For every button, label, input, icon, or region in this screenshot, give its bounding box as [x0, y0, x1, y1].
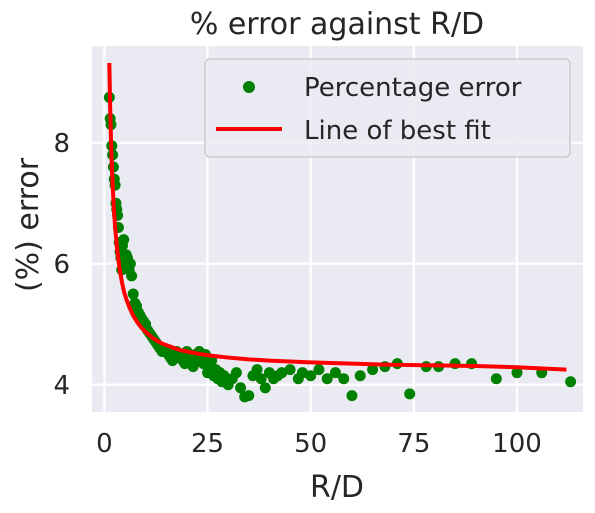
y-tick-label: 4: [53, 371, 70, 401]
scatter-point: [235, 382, 247, 394]
scatter-point: [313, 364, 325, 376]
x-axis-title: R/D: [310, 470, 364, 505]
scatter-point: [118, 234, 130, 246]
chart-title: % error against R/D: [190, 7, 484, 42]
scatter-point: [305, 370, 317, 382]
scatter-point: [404, 388, 416, 400]
scatter-point: [243, 390, 255, 402]
x-tick-label: 100: [492, 429, 542, 459]
fit-line: [107, 62, 567, 372]
legend-scatter-marker: [243, 81, 255, 93]
x-tick-label: 50: [294, 429, 327, 459]
y-tick-label: 6: [53, 250, 70, 280]
scatter-point: [230, 367, 242, 379]
x-tick-label: 75: [397, 429, 430, 459]
x-tick-label: 0: [96, 429, 113, 459]
y-tick-label: 8: [53, 129, 70, 159]
legend-label-percentage-error: Percentage error: [304, 73, 522, 103]
scatter-point: [354, 370, 366, 382]
scatter-point: [127, 288, 139, 300]
x-tick-label: 25: [191, 429, 224, 459]
y-tick-labels: 4 6 8: [53, 129, 70, 401]
scatter-point: [284, 364, 296, 376]
scatter-point: [276, 367, 288, 379]
scatter-point: [367, 364, 379, 376]
x-tick-labels: 0 25 50 75 100: [96, 429, 542, 459]
y-axis-title: (%) error: [11, 157, 46, 292]
scatter-point: [124, 258, 136, 270]
legend-label-best-fit: Line of best fit: [304, 116, 491, 146]
scatter-point: [296, 367, 308, 379]
legend: Percentage error Line of best fit: [204, 58, 571, 158]
scatter-point: [251, 364, 263, 376]
scatter-point: [565, 376, 577, 388]
scatter-point: [321, 373, 333, 385]
scatter-point: [490, 373, 502, 385]
legend-box: [204, 58, 571, 158]
scatter-point: [338, 373, 350, 385]
scatter-point: [259, 382, 271, 394]
scatter-point: [329, 367, 341, 379]
scatter-point: [126, 270, 138, 282]
scatter-point: [346, 390, 358, 402]
scatter-point: [255, 373, 267, 385]
scatter-point: [511, 367, 523, 379]
